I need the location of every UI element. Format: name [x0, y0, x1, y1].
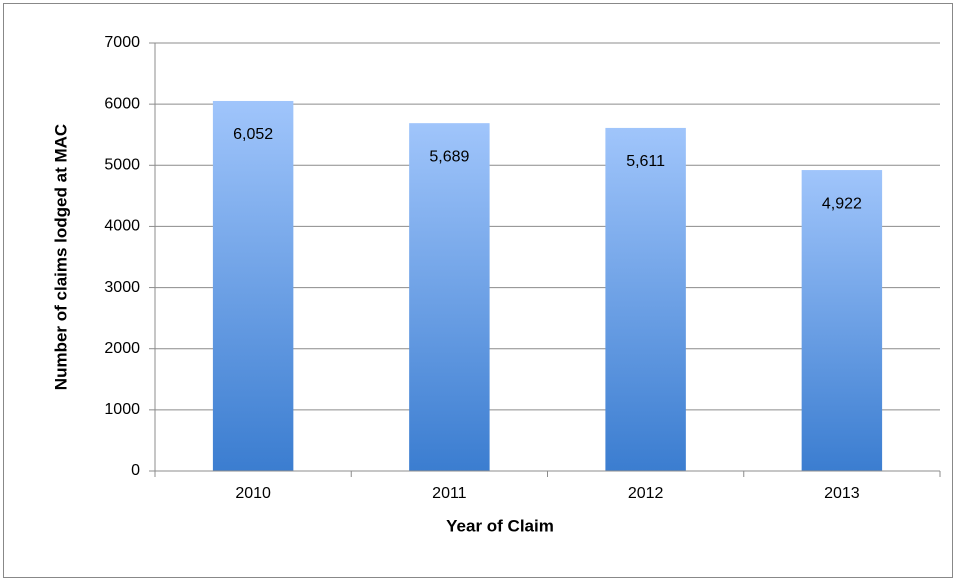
y-tick-label: 1000 [104, 401, 140, 418]
bar [409, 123, 490, 471]
bar [212, 100, 294, 471]
x-tick-label: 2010 [235, 485, 271, 502]
data-label: 5,611 [626, 153, 665, 170]
y-axis-title: Number of claims lodged at MAC [51, 124, 70, 390]
y-tick-label: 5000 [104, 157, 140, 174]
y-tick-label: 2000 [104, 340, 140, 357]
x-tick-label: 2011 [432, 485, 467, 502]
y-tick-label: 0 [131, 462, 140, 479]
x-axis-title: Year of Claim [446, 516, 554, 535]
data-label: 5,689 [429, 148, 469, 165]
bar [605, 127, 686, 471]
data-label: 4,922 [822, 195, 862, 212]
bar [801, 170, 883, 471]
y-tick-label: 6000 [104, 95, 140, 112]
y-tick-label: 4000 [104, 218, 140, 235]
data-label: 6,052 [233, 126, 273, 143]
y-tick-label: 7000 [104, 34, 140, 51]
x-tick-label: 2012 [628, 485, 664, 502]
y-tick-label: 3000 [104, 279, 140, 296]
x-tick-label: 2013 [824, 485, 860, 502]
